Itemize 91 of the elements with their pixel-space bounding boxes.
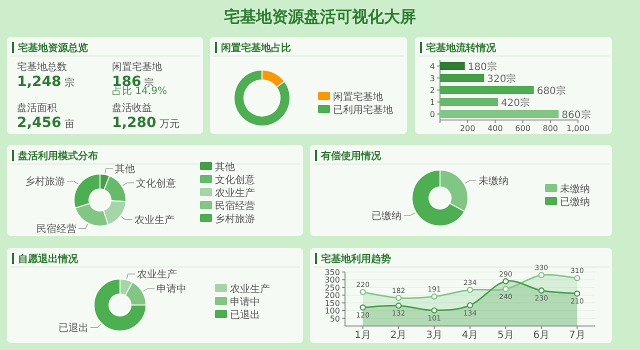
y-tick-label: 4 bbox=[430, 62, 435, 71]
legend-label: 未缴纳 bbox=[560, 183, 590, 195]
donut-slice bbox=[234, 70, 290, 126]
y-tick-label: 150 bbox=[324, 298, 340, 308]
y-tick-label: 300 bbox=[324, 276, 340, 285]
point bbox=[538, 287, 545, 294]
point bbox=[466, 302, 474, 308]
legend-label: 申请中 bbox=[230, 296, 260, 308]
y-tick-label: 0 bbox=[430, 110, 435, 119]
bar bbox=[440, 110, 559, 118]
point bbox=[574, 275, 580, 282]
point bbox=[431, 307, 438, 314]
x-tick-label: 400 bbox=[488, 124, 503, 133]
point bbox=[395, 302, 402, 309]
bar bbox=[440, 98, 498, 106]
chart-title: 有偿使用情况 bbox=[320, 150, 382, 162]
bar bbox=[440, 62, 465, 70]
legend-label: 民宿经营 bbox=[215, 200, 255, 212]
y-tick-label: 2 bbox=[430, 86, 435, 95]
legend-label: 闲置宅基地 bbox=[333, 91, 383, 103]
data-label: 180宗 bbox=[468, 61, 497, 73]
x-tick-label: 2月 bbox=[390, 330, 407, 341]
donut-slice bbox=[412, 170, 466, 226]
text: 宗 bbox=[64, 77, 74, 89]
text: 宅基地资源总览 bbox=[18, 42, 88, 54]
slice-label: 乡村旅游 bbox=[25, 176, 66, 188]
category-label: 闲置宅基地 bbox=[112, 61, 162, 73]
data-label: 320宗 bbox=[487, 73, 516, 85]
slice-label: 已退出 bbox=[58, 322, 88, 334]
legend-label: 农业生产 bbox=[215, 187, 255, 199]
legend-label: 已利用宅基地 bbox=[333, 104, 393, 116]
y-tick-label: 100 bbox=[324, 306, 340, 316]
y-tick-label: 350 bbox=[324, 268, 340, 277]
bar bbox=[440, 86, 534, 94]
text: 万元 bbox=[159, 119, 180, 130]
chart-title: 宅基地利用趋势 bbox=[321, 253, 391, 265]
point bbox=[395, 294, 402, 302]
category-label: 盘活面积 bbox=[17, 102, 57, 114]
point bbox=[431, 293, 438, 300]
x-tick-label: 1月 bbox=[354, 330, 372, 341]
data-label: 680宗 bbox=[536, 85, 566, 97]
x-tick-label: 200 bbox=[460, 124, 476, 133]
slice-label: 已缴纳 bbox=[372, 210, 402, 222]
category-label: 宅基地总数 bbox=[17, 61, 67, 73]
text: 1,248 bbox=[17, 74, 62, 90]
x-tick-label: 800 bbox=[542, 124, 558, 133]
donut-slice bbox=[94, 278, 146, 332]
x-tick-label: 4月 bbox=[462, 330, 478, 341]
data-label: 860宗 bbox=[562, 109, 591, 121]
chart-title: 自愿退出情况 bbox=[18, 253, 79, 265]
legend-label: 其他 bbox=[215, 161, 235, 173]
legend-label: 农业生产 bbox=[230, 283, 270, 295]
slice-label: 民宿经营 bbox=[36, 223, 76, 236]
x-tick-label: 6月 bbox=[533, 330, 550, 341]
x-tick-label: 600 bbox=[515, 124, 530, 133]
point bbox=[538, 272, 545, 278]
slice-label: 其他 bbox=[114, 163, 135, 176]
x-tick-label: 1,000 bbox=[566, 124, 590, 133]
point bbox=[466, 286, 474, 293]
category-label: 盘活收益 bbox=[112, 102, 152, 114]
y-tick-label: 50 bbox=[330, 314, 340, 324]
bar bbox=[440, 74, 484, 82]
data-label: 420宗 bbox=[500, 97, 530, 109]
text: 2,456 bbox=[17, 115, 62, 131]
legend-label: 已退出 bbox=[230, 309, 260, 321]
y-tick-label: 1 bbox=[430, 98, 435, 107]
x-tick-label: 3月 bbox=[426, 330, 442, 341]
point bbox=[574, 290, 580, 297]
chart-title: 宅基地流转情况 bbox=[426, 42, 497, 54]
x-tick-label: 5月 bbox=[498, 330, 514, 341]
slice-label: 文化创意 bbox=[136, 177, 176, 190]
y-tick-label: 250 bbox=[324, 283, 340, 292]
x-tick-label: 7月 bbox=[568, 330, 586, 341]
chart-title: 盘活利用模式分布 bbox=[17, 150, 98, 162]
legend-label: 乡村旅游 bbox=[215, 213, 255, 225]
point bbox=[502, 278, 509, 284]
text: 亩 bbox=[64, 118, 74, 130]
legend-label: 文化创意 bbox=[215, 174, 255, 186]
slice-label: 未缴纳 bbox=[478, 175, 508, 188]
chart-title: 闲置宅基地占比 bbox=[221, 42, 291, 54]
point bbox=[360, 288, 366, 296]
y-tick-label: 3 bbox=[430, 74, 435, 83]
legend-label: 已缴纳 bbox=[560, 196, 590, 208]
slice-label: 农业生产 bbox=[136, 268, 177, 281]
y-tick-label: 200 bbox=[324, 291, 340, 300]
text: 宅基地资源盘活可视化大屏 bbox=[224, 7, 416, 26]
slice-label: 申请中 bbox=[156, 283, 187, 296]
slice-label: 农业生产 bbox=[134, 214, 174, 226]
point bbox=[360, 304, 366, 311]
text: 1,280 bbox=[112, 115, 156, 131]
point bbox=[502, 286, 509, 292]
